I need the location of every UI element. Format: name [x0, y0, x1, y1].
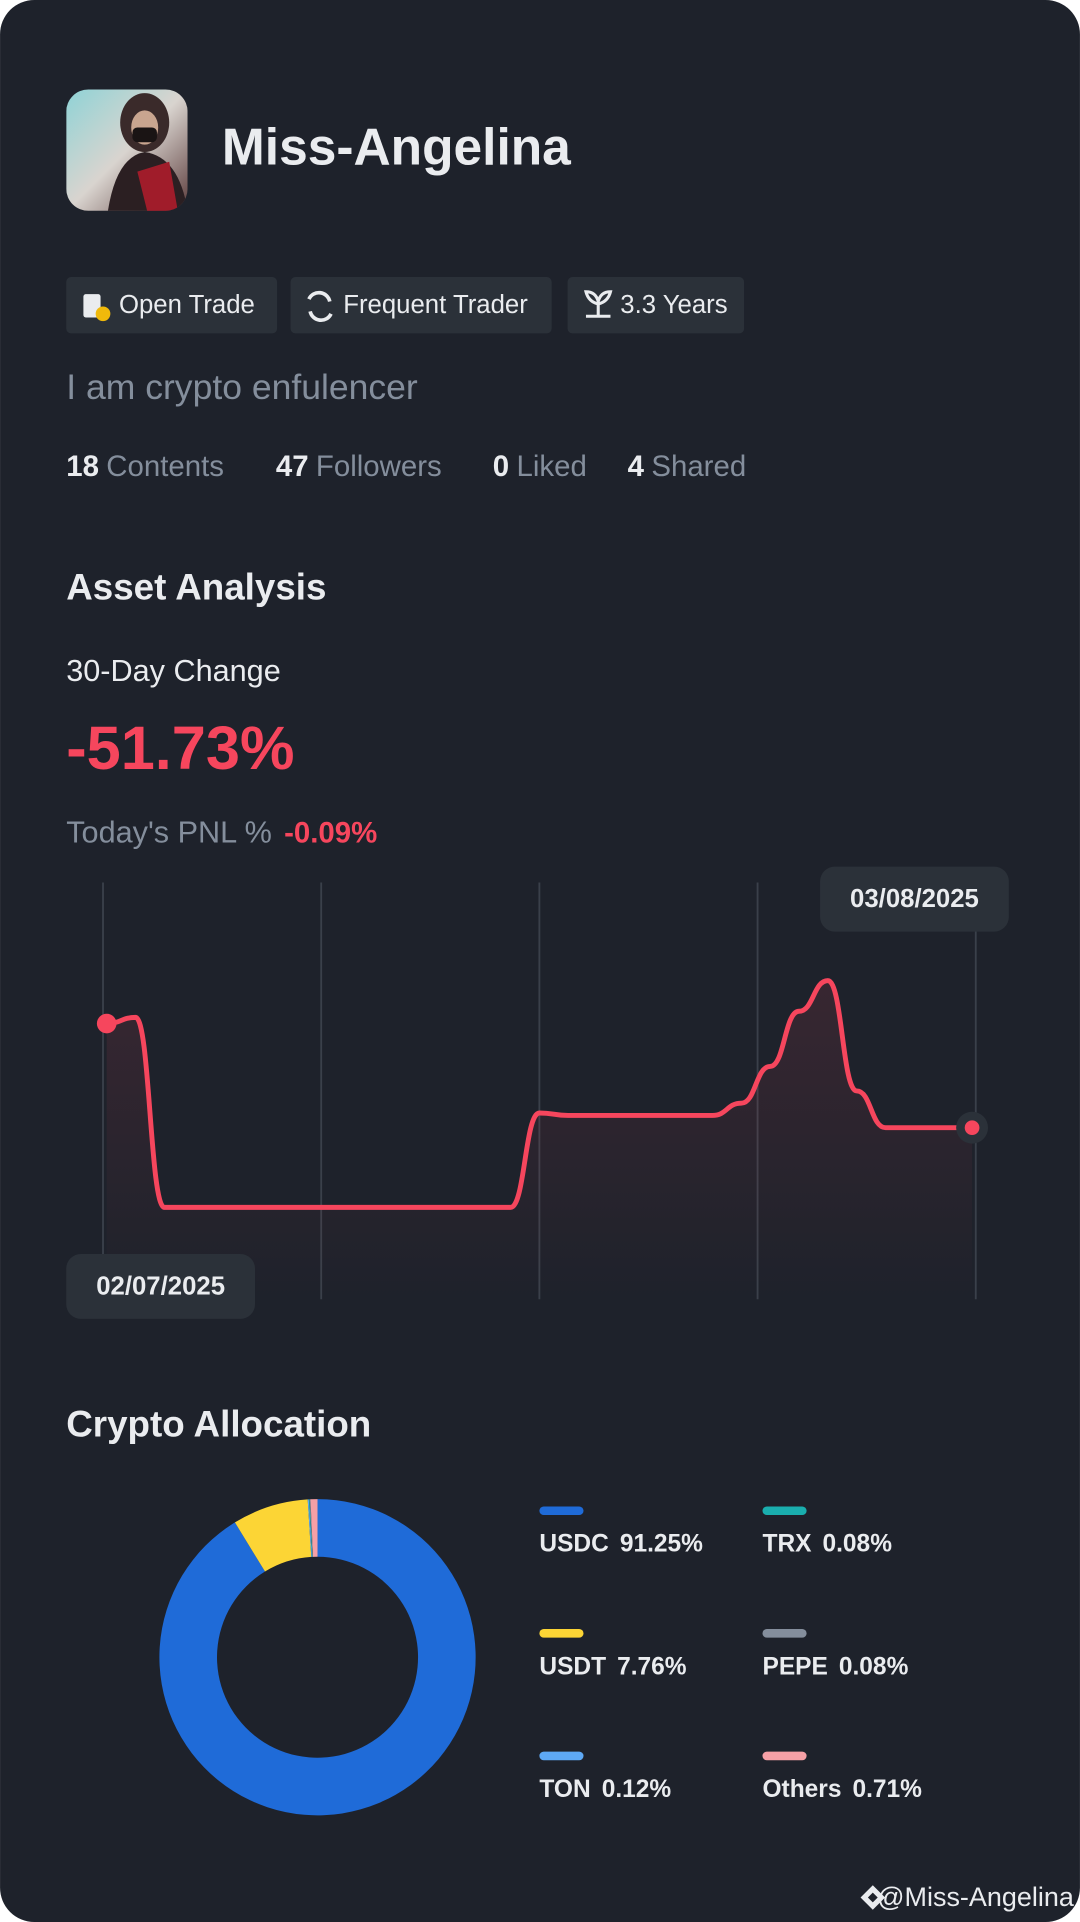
- legend-value: 91.25%: [620, 1531, 703, 1558]
- donut-slice: [309, 1499, 314, 1557]
- legend-name: Others: [762, 1776, 841, 1803]
- legend-value: 0.12%: [602, 1776, 672, 1803]
- footer-handle: @Miss-Angelina: [877, 1882, 1074, 1912]
- legend-swatch: [539, 1629, 584, 1638]
- legend-name: TON: [539, 1776, 590, 1803]
- start-point: [96, 1013, 117, 1034]
- legend-name: USDT: [539, 1654, 606, 1681]
- bio: I am crypto enfulencer: [66, 367, 418, 407]
- stat-value: 0: [493, 450, 509, 483]
- legend-name: USDC: [539, 1531, 609, 1558]
- legend-value: 0.71%: [852, 1776, 922, 1803]
- end-point: [964, 1120, 980, 1136]
- stat-label: Followers: [316, 450, 442, 483]
- stat-label: Contents: [106, 450, 224, 483]
- donut-slice: [310, 1499, 318, 1557]
- donut-slice: [308, 1499, 313, 1557]
- tag-chip: Open Trade: [66, 277, 278, 334]
- avatar: [66, 89, 188, 211]
- legend-swatch: [762, 1751, 807, 1761]
- line: [104, 978, 975, 1210]
- x-tick-label: 03/08/2025: [850, 885, 979, 913]
- stat-value: 4: [628, 450, 645, 483]
- legend-value: 7.76%: [617, 1654, 687, 1681]
- legend-swatch: [762, 1506, 807, 1516]
- legend-value: 0.08%: [839, 1654, 909, 1681]
- donut-chart: USDC 91.25% USDT 7.76% TON 0.12% TRX 0.08% PEPE 0…: [159, 1499, 922, 1816]
- change-label: 30-Day Change: [66, 654, 281, 688]
- donut-slice: [307, 1499, 313, 1557]
- legend-entry: TRX 0.08%: [762, 1531, 892, 1558]
- donut-slice: [234, 1499, 312, 1572]
- change-value: -51.73%: [66, 714, 294, 782]
- section-title: Asset Analysis: [66, 566, 326, 607]
- legend-value: 0.08%: [823, 1531, 893, 1558]
- legend-swatch: [539, 1506, 584, 1516]
- stat: 47 Followers: [276, 450, 442, 483]
- legend-entry: Others 0.71%: [762, 1776, 922, 1803]
- pnl-label: Today's PNL %: [66, 816, 272, 850]
- date-tooltip: [66, 1253, 256, 1319]
- section-title: Crypto Allocation: [66, 1404, 371, 1445]
- legend-name: PEPE: [762, 1654, 827, 1681]
- x-tick-label: 02/07/2025: [96, 1272, 225, 1300]
- legend-name: TRX: [762, 1531, 812, 1558]
- stat: 4 Shared: [628, 450, 747, 483]
- legend-entry: USDC 91.25%: [539, 1531, 703, 1558]
- legend-entry: USDT 7.76%: [539, 1654, 686, 1681]
- profile-name: Miss-Angelina: [222, 117, 571, 175]
- stat-value: 18: [66, 450, 99, 483]
- legend-entry: TON 0.12%: [539, 1776, 671, 1803]
- stat: 18 Contents: [66, 450, 224, 483]
- line-chart: 02/07/2025 03/08/2025: [66, 866, 1009, 1319]
- date-tooltip: [820, 866, 1009, 932]
- area: [106, 980, 973, 1300]
- tag-text: 3.3 Years: [620, 291, 727, 319]
- legend-swatch: [539, 1751, 584, 1761]
- stat-label: Liked: [517, 450, 587, 483]
- tag-chip: 3.3 Years: [567, 277, 745, 334]
- pnl: Today's PNL % -0.09%: [66, 816, 377, 850]
- stat-value: 47: [276, 450, 309, 483]
- footer: @Miss-Angelina: [860, 1882, 1074, 1912]
- legend-swatch: [762, 1629, 807, 1638]
- stat: 0 Liked: [493, 450, 587, 483]
- pnl-value: -0.09%: [284, 817, 377, 850]
- tag-chip: Frequent Trader: [290, 277, 552, 334]
- stat-label: Shared: [651, 450, 746, 483]
- donut-slice: [159, 1499, 476, 1816]
- tag-text: Frequent Trader: [343, 291, 528, 319]
- tag-text: Open Trade: [119, 291, 255, 319]
- legend-entry: PEPE 0.08%: [762, 1654, 908, 1681]
